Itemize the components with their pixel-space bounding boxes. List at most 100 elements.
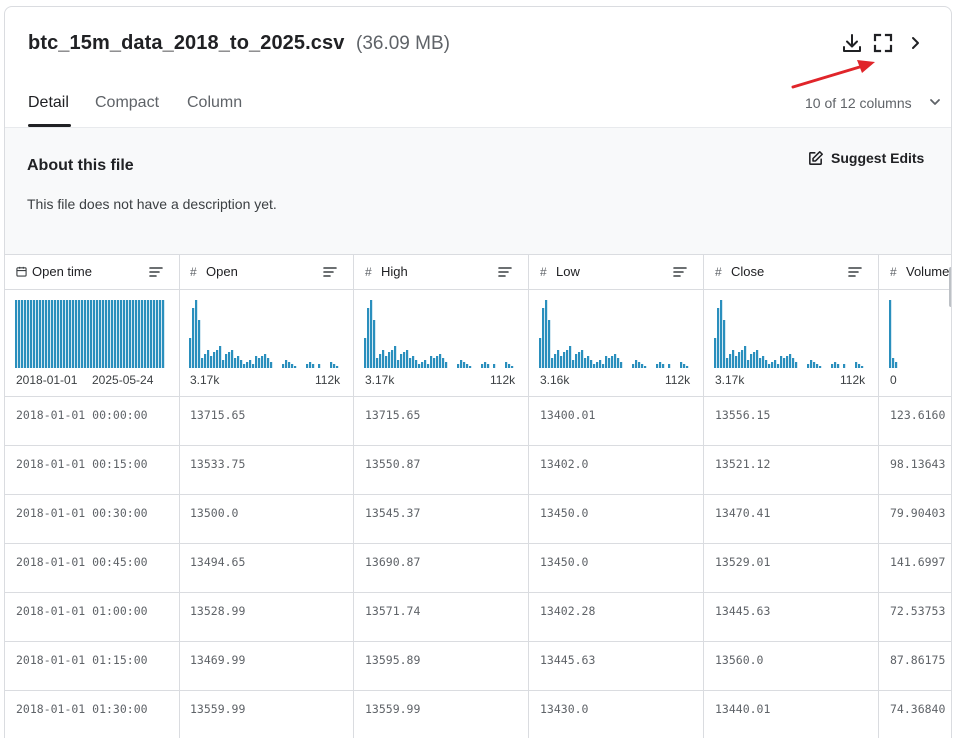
histogram-bar [415, 360, 418, 368]
column-header[interactable]: # Close [704, 255, 878, 290]
histogram-bar [759, 358, 762, 368]
histogram-bar [460, 360, 463, 368]
histogram-bar [572, 360, 575, 368]
histogram-bar [270, 362, 273, 368]
histogram-bar [813, 362, 816, 368]
histogram-bar [306, 364, 309, 368]
histogram-bar [252, 364, 255, 368]
histogram-bar [231, 350, 234, 368]
calendar-icon [16, 266, 27, 280]
histogram-bar [33, 300, 36, 368]
table-cell: 13402.28 [529, 593, 703, 642]
histogram-bar [234, 358, 237, 368]
column-header[interactable]: Open time [5, 255, 179, 290]
histogram-bar [162, 300, 165, 368]
histogram-bar [114, 300, 117, 368]
tab-column[interactable]: Column [187, 94, 243, 111]
histogram-bar [75, 300, 78, 368]
histogram-min-label: 3.17k [365, 373, 395, 387]
histogram-bar [400, 354, 403, 368]
histogram-chart [364, 300, 514, 368]
histogram-bar [93, 300, 96, 368]
histogram-bar [831, 364, 834, 368]
table-cell: 13559.99 [354, 691, 528, 738]
histogram-bar [726, 358, 729, 368]
chevron-down-icon[interactable] [927, 94, 943, 110]
histogram-bar [593, 364, 596, 368]
download-icon[interactable] [840, 31, 864, 55]
sort-icon[interactable] [148, 265, 164, 279]
histogram-bar [744, 346, 747, 368]
histogram-bar [424, 360, 427, 368]
tab-compact[interactable]: Compact [95, 94, 160, 111]
histogram-bar [765, 360, 768, 368]
histogram-bar [511, 366, 514, 368]
sort-icon[interactable] [847, 265, 863, 279]
histogram-max-label: 112k [665, 373, 691, 387]
histogram-bar [105, 300, 108, 368]
table-cell: 13595.89 [354, 642, 528, 691]
histogram-bar [810, 360, 813, 368]
histogram-bar [102, 300, 105, 368]
histogram-bar [548, 320, 551, 368]
table-cell: 13445.63 [529, 642, 703, 691]
histogram-bar [608, 358, 611, 368]
table-cell: 13450.0 [529, 495, 703, 544]
histogram-bar [750, 354, 753, 368]
sort-icon[interactable] [497, 265, 513, 279]
horizontal-scrollbar[interactable] [949, 267, 951, 307]
column-name: Close [731, 264, 765, 279]
table-cell: 13521.12 [704, 446, 878, 495]
histogram-bar [394, 346, 397, 368]
histogram-bar [774, 360, 777, 368]
column-name: Open [206, 264, 238, 279]
column-header[interactable]: # Volume [879, 255, 951, 290]
edit-icon [809, 150, 824, 165]
sort-icon[interactable] [322, 265, 338, 279]
column-header[interactable]: # High [354, 255, 528, 290]
histogram-bar [729, 354, 732, 368]
histogram-bar [309, 362, 312, 368]
table-cell: 2018-01-01 00:15:00 [5, 446, 179, 495]
table-cell: 13715.65 [179, 397, 353, 446]
column-histogram: 3.17k 112k [704, 290, 878, 397]
histogram-chart [889, 300, 898, 368]
histogram-bar [792, 358, 795, 368]
histogram-bar [545, 300, 548, 368]
histogram-bar [147, 300, 150, 368]
column-header[interactable]: # Open [179, 255, 353, 290]
table-cell: 13533.75 [179, 446, 353, 495]
histogram-bar [63, 300, 66, 368]
histogram-bar [382, 350, 385, 368]
histogram-bar [741, 350, 744, 368]
sort-icon[interactable] [672, 265, 688, 279]
fullscreen-icon[interactable] [871, 31, 895, 55]
histogram-bar [783, 358, 786, 368]
histogram-bar [84, 300, 87, 368]
file-header: btc_15m_data_2018_to_2025.csv (36.09 MB)… [5, 7, 951, 127]
chevron-right-icon[interactable] [903, 31, 927, 55]
histogram-bar [732, 350, 735, 368]
histogram-bar [795, 362, 798, 368]
histogram-bar [789, 354, 792, 368]
table-cell: 87.86175 [879, 642, 951, 691]
histogram-bar [780, 356, 783, 368]
histogram-bar [240, 360, 243, 368]
histogram-bar [542, 308, 545, 368]
histogram-bar [367, 308, 370, 368]
histogram-bar [333, 364, 336, 368]
histogram-bar [96, 300, 99, 368]
table-cell: 13690.87 [354, 544, 528, 593]
histogram-bar [686, 366, 689, 368]
histogram-bar [442, 358, 445, 368]
columns-selector[interactable]: 10 of 12 columns [805, 95, 912, 111]
column-header[interactable]: # Low [529, 255, 703, 290]
tab-detail[interactable]: Detail [28, 94, 69, 111]
about-section: About this file This file does not have … [5, 127, 951, 254]
histogram-bar [487, 364, 490, 368]
histogram-bar [551, 358, 554, 368]
column-2: # High 3.17k 112k 13715.65 13550.87 13545.37 13… [354, 255, 529, 738]
histogram-bar [638, 362, 641, 368]
histogram-bar [587, 356, 590, 368]
histogram-bar [554, 354, 557, 368]
